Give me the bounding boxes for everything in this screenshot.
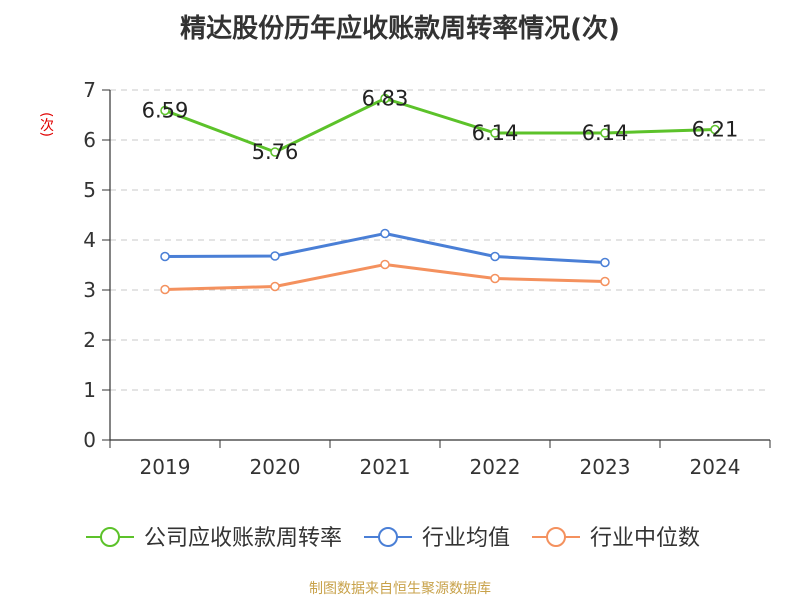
data-point xyxy=(490,251,500,262)
data-point xyxy=(160,105,170,116)
y-tick-label: 7 xyxy=(83,78,96,102)
data-label: 6.59 xyxy=(142,99,189,123)
data-label: 6.21 xyxy=(692,118,739,142)
y-tick-label: 6 xyxy=(83,128,96,152)
y-tick-label: 4 xyxy=(83,228,96,252)
y-axis-label: (次) xyxy=(38,112,54,137)
legend-marker xyxy=(378,527,398,547)
data-label: 5.76 xyxy=(252,140,299,164)
legend-label: 行业中位数 xyxy=(590,526,700,551)
x-tick-label: 2023 xyxy=(580,455,631,479)
y-tick-label: 3 xyxy=(83,278,96,302)
data-point xyxy=(270,281,280,292)
data-point xyxy=(160,251,170,262)
y-tick-label: 1 xyxy=(83,378,96,402)
data-label: 6.14 xyxy=(472,121,519,145)
x-tick-label: 2024 xyxy=(690,455,741,479)
data-point xyxy=(600,276,610,287)
data-label: 6.83 xyxy=(362,87,409,111)
data-point xyxy=(380,93,390,104)
x-tick-label: 2022 xyxy=(470,455,521,479)
data-label: 6.14 xyxy=(582,121,629,145)
legend-marker xyxy=(546,527,566,547)
data-point xyxy=(490,273,500,284)
data-point xyxy=(600,128,610,138)
legend-label: 行业均值 xyxy=(422,526,510,551)
legend-marker xyxy=(100,527,120,547)
x-tick-label: 2020 xyxy=(250,455,301,479)
data-point xyxy=(160,284,170,295)
x-tick-label: 2019 xyxy=(140,455,191,479)
legend-label: 公司应收账款周转率 xyxy=(144,526,342,551)
x-tick-label: 2021 xyxy=(360,455,411,479)
chart-title: 精达股份历年应收账款周转率情况(次) xyxy=(180,14,620,44)
y-tick-label: 2 xyxy=(83,328,96,352)
data-point xyxy=(270,147,280,157)
data-point xyxy=(380,259,390,270)
data-point xyxy=(380,228,390,239)
data-point xyxy=(600,257,610,268)
series-line xyxy=(164,97,716,154)
data-point xyxy=(710,124,720,135)
y-tick-label: 5 xyxy=(83,178,96,202)
data-point xyxy=(270,251,280,261)
data-source-note: 制图数据来自恒生聚源数据库 xyxy=(309,581,491,597)
y-tick-label: 0 xyxy=(83,428,96,452)
data-point xyxy=(490,128,500,138)
